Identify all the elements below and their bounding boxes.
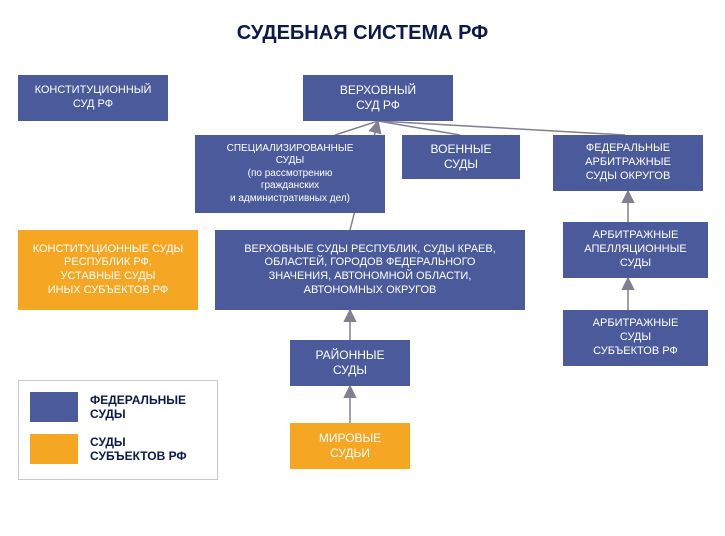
node-arb_appeal: АРБИТРАЖНЫЕ АПЕЛЛЯЦИОННЫЕ СУДЫ [563, 222, 708, 278]
edge-1 [378, 121, 460, 135]
node-arb_sub: АРБИТРАЖНЫЕ СУДЫ СУБЪЕКТОВ РФ [563, 310, 708, 366]
diagram-title: СУДЕБНАЯ СИСТЕМА РФ [0, 22, 725, 45]
edge-0 [335, 121, 378, 135]
node-supreme: ВЕРХОВНЫЙ СУД РФ [303, 75, 453, 121]
node-const_rf: КОНСТИТУЦИОННЫЙ СУД РФ [18, 75, 168, 121]
node-military: ВОЕННЫЕ СУДЫ [402, 135, 520, 179]
node-special: СПЕЦИАЛИЗИРОВАННЫЕ СУДЫ (по рассмотрению… [195, 135, 385, 213]
legend-swatch-0 [30, 392, 78, 422]
legend-label-0: ФЕДЕРАЛЬНЫЕ СУДЫ [90, 394, 186, 422]
node-mirovye: МИРОВЫЕ СУДЬИ [290, 423, 410, 469]
edge-2 [378, 121, 625, 135]
node-district: РАЙОННЫЕ СУДЫ [290, 340, 410, 386]
legend-label-1: СУДЫ СУБЪЕКТОВ РФ [90, 436, 187, 464]
node-const_sub: КОНСТИТУЦИОННЫЕ СУДЫ РЕСПУБЛИК РФ, УСТАВ… [18, 230, 198, 310]
legend-swatch-1 [30, 434, 78, 464]
node-regional: ВЕРХОВНЫЕ СУДЫ РЕСПУБЛИК, СУДЫ КРАЕВ, ОБ… [215, 230, 525, 310]
node-fed_arb: ФЕДЕРАЛЬНЫЕ АРБИТРАЖНЫЕ СУДЫ ОКРУГОВ [553, 135, 703, 191]
